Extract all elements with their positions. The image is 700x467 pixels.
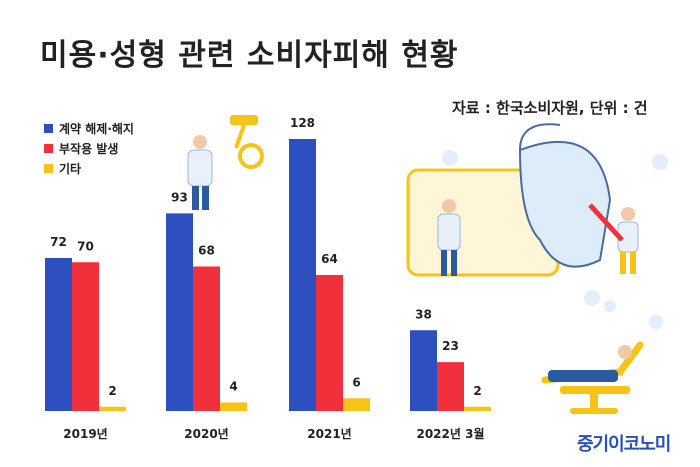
value-label: 128 <box>290 116 315 130</box>
value-labels-group: 72 70 2 93 68 4 128 64 6 38 23 2 <box>50 116 482 398</box>
bar-2-0 <box>289 139 316 411</box>
cosmetic-surgery-illustration <box>406 123 668 277</box>
x-tick-label: 2019년 <box>63 427 107 441</box>
value-label: 23 <box>442 339 459 353</box>
doctor-illustration-small <box>187 115 264 210</box>
legend-swatch-blue <box>44 123 53 133</box>
value-label: 4 <box>229 380 237 394</box>
bar-3-1 <box>437 362 464 411</box>
legend: 계약 해제·해지 부작용 발생 기타 <box>44 118 134 178</box>
x-tick-label: 2022년 3월 <box>416 426 484 441</box>
bars-group <box>45 139 491 411</box>
bar-2-1 <box>316 275 343 411</box>
value-label: 2 <box>473 384 481 398</box>
value-label: 6 <box>352 375 360 389</box>
brand-logo: 중기이코노미 <box>577 434 671 455</box>
legend-label: 계약 해제·해지 <box>59 121 134 136</box>
bar-0-2 <box>99 406 126 411</box>
x-tick-label: 2021년 <box>307 427 351 441</box>
bar-0-0 <box>45 258 72 411</box>
legend-swatch-yellow <box>44 163 53 173</box>
legend-item-other: 기타 <box>44 158 134 178</box>
value-label: 70 <box>77 239 94 253</box>
value-label: 93 <box>171 190 188 204</box>
patient-chair-illustration <box>541 290 663 414</box>
legend-label: 기타 <box>59 161 82 176</box>
bar-3-0 <box>410 330 437 411</box>
value-label: 2 <box>108 384 116 398</box>
value-label: 64 <box>321 252 338 266</box>
bar-1-2 <box>220 402 247 411</box>
bar-0-1 <box>72 262 99 411</box>
source-note: 자료 : 한국소비자원, 단위 : 건 <box>452 99 648 117</box>
value-label: 68 <box>198 244 215 258</box>
x-tick-label: 2020년 <box>184 427 228 441</box>
legend-label: 부작용 발생 <box>59 141 119 156</box>
legend-item-side-effect: 부작용 발생 <box>44 138 134 158</box>
bar-3-2 <box>464 406 491 411</box>
x-labels-group: 2019년 2020년 2021년 2022년 3월 <box>63 426 484 441</box>
value-label: 72 <box>50 235 67 249</box>
bar-1-0 <box>166 213 193 411</box>
value-label: 38 <box>415 307 432 321</box>
chart-title: 미용·성형 관련 소비자피해 현황 <box>40 38 459 73</box>
bar-1-1 <box>193 266 220 411</box>
legend-item-contract: 계약 해제·해지 <box>44 118 134 138</box>
bar-2-2 <box>343 398 370 411</box>
legend-swatch-red <box>44 143 53 153</box>
